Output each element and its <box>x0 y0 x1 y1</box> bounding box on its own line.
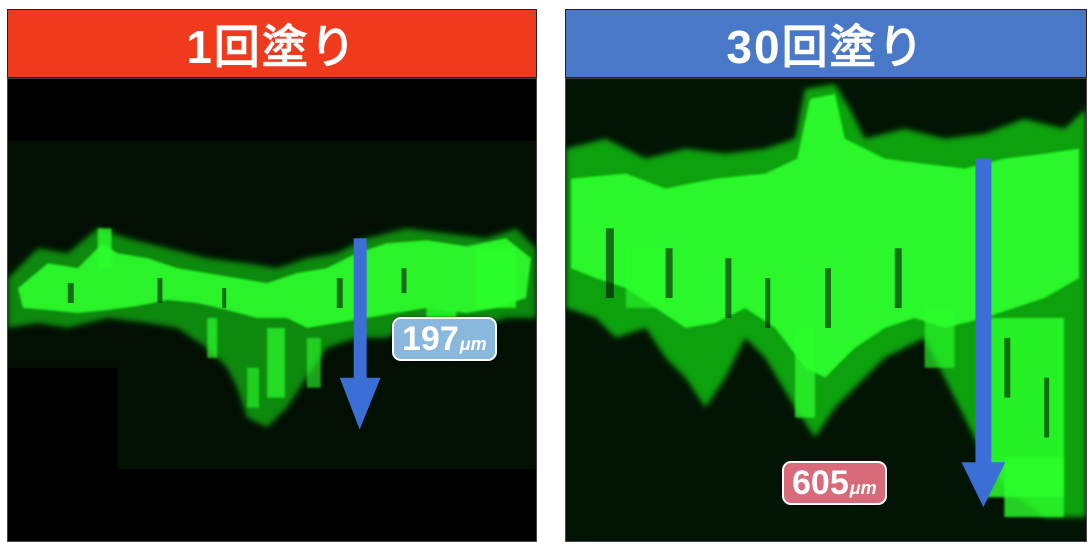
depth-badge-thirty-coats: 605 μm <box>782 461 887 505</box>
panel-thirty-coats: 30回塗り <box>565 9 1087 542</box>
depth-unit-thirty: μm <box>849 478 877 498</box>
microscope-image-single-coat: 197 μm <box>7 78 537 542</box>
fluorescence-image-single <box>8 79 536 541</box>
depth-value-single: 197 <box>402 320 459 358</box>
depth-badge-single-coat: 197 μm <box>392 317 497 361</box>
panel-title-thirty-coats: 30回塗り <box>565 9 1087 78</box>
microscope-image-thirty-coats: 605 μm <box>565 78 1087 542</box>
panel-title-single-coat: 1回塗り <box>7 9 537 78</box>
depth-value-thirty: 605 <box>792 464 849 502</box>
depth-unit-single: μm <box>459 334 487 354</box>
panel-single-coat: 1回塗り <box>7 9 537 542</box>
